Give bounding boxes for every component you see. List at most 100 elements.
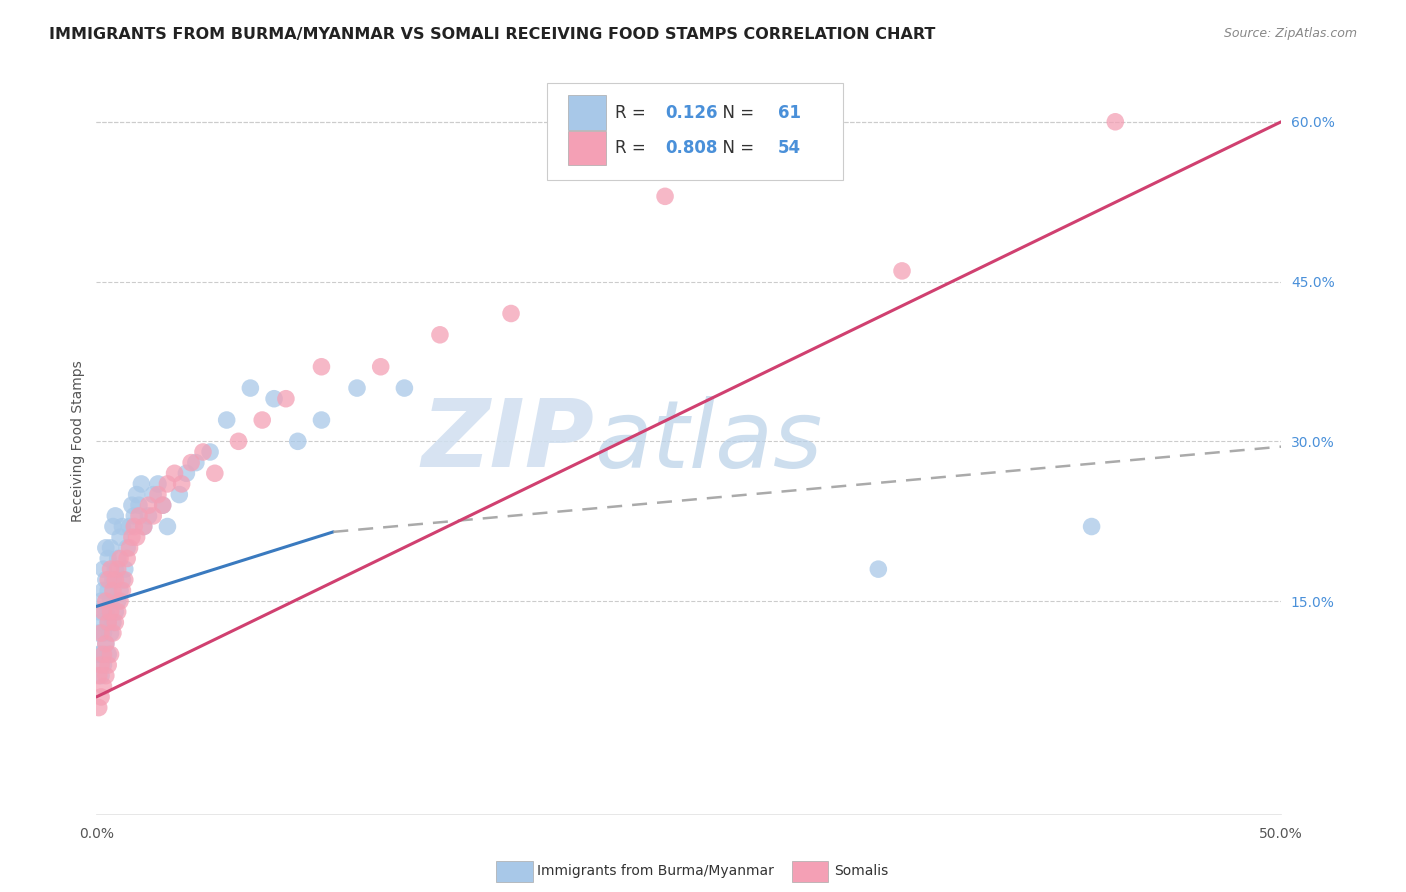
Point <box>100 605 122 619</box>
Point <box>204 467 226 481</box>
Point <box>107 594 129 608</box>
Point <box>108 583 131 598</box>
Point <box>93 648 115 662</box>
Point <box>94 637 117 651</box>
Point <box>101 573 124 587</box>
Point <box>94 668 117 682</box>
Point <box>125 530 148 544</box>
Point <box>118 541 141 555</box>
Text: 54: 54 <box>778 139 801 157</box>
Point <box>97 648 120 662</box>
Point <box>94 541 117 555</box>
Text: Immigrants from Burma/Myanmar: Immigrants from Burma/Myanmar <box>537 864 773 879</box>
Point <box>87 626 110 640</box>
Point <box>97 573 120 587</box>
Point <box>90 615 112 630</box>
Point <box>180 456 202 470</box>
Point <box>100 594 122 608</box>
Point <box>101 626 124 640</box>
Point <box>128 508 150 523</box>
Point <box>108 530 131 544</box>
Point <box>198 445 221 459</box>
Point <box>868 562 890 576</box>
Point <box>107 551 129 566</box>
Point <box>90 648 112 662</box>
Point <box>111 519 134 533</box>
Point <box>90 668 112 682</box>
Point <box>114 562 136 576</box>
Point <box>94 605 117 619</box>
Point <box>93 583 115 598</box>
Point <box>239 381 262 395</box>
Point <box>169 487 191 501</box>
Point <box>104 508 127 523</box>
Point <box>142 487 165 501</box>
Point <box>128 498 150 512</box>
Point <box>121 498 143 512</box>
Text: N =: N = <box>713 139 759 157</box>
Point <box>97 583 120 598</box>
Point <box>108 551 131 566</box>
FancyBboxPatch shape <box>568 131 606 165</box>
Point <box>100 648 122 662</box>
Point <box>90 658 112 673</box>
Point <box>125 487 148 501</box>
Point <box>156 519 179 533</box>
Point <box>90 690 112 704</box>
Point <box>93 658 115 673</box>
FancyBboxPatch shape <box>568 95 606 129</box>
Point <box>346 381 368 395</box>
Text: 0.808: 0.808 <box>665 139 717 157</box>
Point <box>146 477 169 491</box>
Point <box>93 679 115 693</box>
Text: 0.126: 0.126 <box>665 103 717 121</box>
Point <box>100 626 122 640</box>
Point <box>87 605 110 619</box>
Point <box>311 413 333 427</box>
Point <box>93 562 115 576</box>
Point <box>107 605 129 619</box>
Point <box>111 573 134 587</box>
Point <box>228 434 250 449</box>
Point <box>97 551 120 566</box>
Point <box>121 530 143 544</box>
Point <box>142 508 165 523</box>
Point <box>184 456 207 470</box>
Point <box>891 264 914 278</box>
Point <box>118 519 141 533</box>
Point <box>654 189 676 203</box>
Point <box>101 519 124 533</box>
Point <box>87 700 110 714</box>
Text: R =: R = <box>616 103 651 121</box>
Text: Source: ZipAtlas.com: Source: ZipAtlas.com <box>1223 27 1357 40</box>
Point <box>132 519 155 533</box>
Point <box>146 487 169 501</box>
Point <box>287 434 309 449</box>
Point <box>101 615 124 630</box>
Text: N =: N = <box>713 103 759 121</box>
Point <box>104 605 127 619</box>
Point <box>101 583 124 598</box>
Point <box>138 498 160 512</box>
Point <box>156 477 179 491</box>
Point <box>100 541 122 555</box>
Point <box>94 594 117 608</box>
Point <box>93 626 115 640</box>
Text: IMMIGRANTS FROM BURMA/MYANMAR VS SOMALI RECEIVING FOOD STAMPS CORRELATION CHART: IMMIGRANTS FROM BURMA/MYANMAR VS SOMALI … <box>49 27 935 42</box>
Point <box>138 508 160 523</box>
Point <box>87 648 110 662</box>
Point <box>97 615 120 630</box>
Point <box>176 467 198 481</box>
Text: R =: R = <box>616 139 651 157</box>
Point <box>152 498 174 512</box>
FancyBboxPatch shape <box>547 84 842 180</box>
Point <box>90 594 112 608</box>
Point <box>107 562 129 576</box>
Point <box>115 541 138 555</box>
Point <box>429 327 451 342</box>
Point <box>122 519 145 533</box>
Point <box>394 381 416 395</box>
Point <box>263 392 285 406</box>
Point <box>252 413 274 427</box>
Point <box>97 615 120 630</box>
